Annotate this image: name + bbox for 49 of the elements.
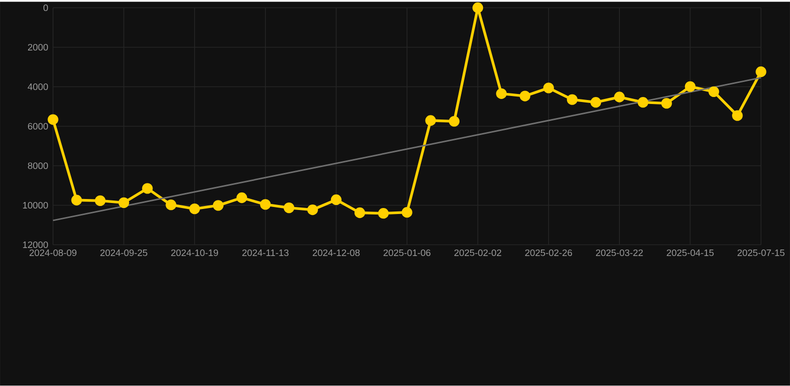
point [684, 81, 696, 92]
point [638, 97, 648, 108]
y-tick-label: 8000 [28, 162, 48, 170]
point [472, 2, 484, 14]
y-tick-label: 2000 [28, 44, 48, 51]
point [166, 200, 176, 210]
x-tick-label: 2025-03-22 [596, 250, 643, 256]
y-tick-label: 4000 [28, 84, 48, 90]
point [708, 86, 720, 98]
point [48, 114, 58, 125]
x-tick-label: 2024-12-08 [312, 250, 360, 256]
point [118, 197, 130, 208]
point [543, 82, 554, 94]
x-tick-label: 2024-11-13 [242, 250, 288, 256]
point [330, 194, 342, 206]
point [402, 207, 412, 218]
point [448, 116, 460, 127]
point [142, 183, 153, 194]
x-tick-label: 2025-02-26 [525, 250, 572, 256]
point [284, 202, 294, 214]
x-tick-label: 2025-04-15 [666, 250, 714, 256]
x-tick-label: 2024-09-25 [100, 250, 148, 256]
point [732, 110, 743, 122]
x-tick-label: 2025-07-15 [738, 250, 784, 256]
y-tick-label: 0 [43, 4, 48, 12]
x-tick-label: 2024-08-09 [30, 250, 76, 256]
point [566, 94, 578, 106]
point [71, 194, 82, 206]
point [614, 92, 625, 102]
point [756, 66, 766, 78]
y-tick-label: 12000 [23, 242, 48, 248]
point [496, 88, 507, 100]
point [425, 115, 436, 126]
x-tick-label: 2025-01-06 [384, 250, 430, 256]
point [94, 195, 106, 206]
y-tick-label: 10000 [23, 202, 48, 209]
point [236, 192, 248, 204]
x-tick-label: 2025-02-02 [454, 250, 502, 256]
point [212, 200, 224, 211]
point [189, 204, 200, 214]
point [661, 98, 672, 109]
point [307, 204, 318, 216]
point [590, 97, 602, 108]
point [354, 208, 366, 218]
point [520, 90, 530, 102]
point [260, 199, 271, 210]
point [378, 208, 389, 219]
x-tick-label: 2024-10-19 [171, 250, 218, 256]
y-tick-label: 6000 [28, 123, 48, 130]
